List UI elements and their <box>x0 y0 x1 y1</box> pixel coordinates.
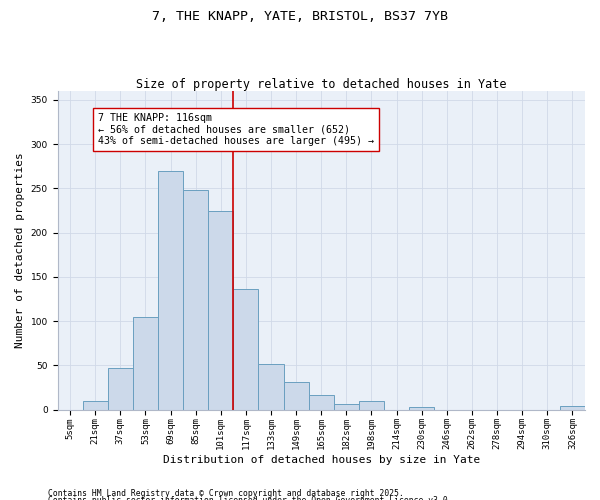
Bar <box>83 400 108 409</box>
Bar <box>183 190 208 410</box>
Bar <box>560 406 585 409</box>
Bar <box>208 212 233 410</box>
Bar <box>359 400 384 409</box>
Bar <box>158 170 183 410</box>
Y-axis label: Number of detached properties: Number of detached properties <box>15 152 25 348</box>
Text: Contains public sector information licensed under the Open Government Licence v3: Contains public sector information licen… <box>48 496 452 500</box>
Bar <box>409 407 434 410</box>
Bar <box>309 396 334 409</box>
Bar <box>259 364 284 410</box>
X-axis label: Distribution of detached houses by size in Yate: Distribution of detached houses by size … <box>163 455 480 465</box>
Bar <box>233 289 259 410</box>
Bar <box>133 316 158 410</box>
Text: 7, THE KNAPP, YATE, BRISTOL, BS37 7YB: 7, THE KNAPP, YATE, BRISTOL, BS37 7YB <box>152 10 448 23</box>
Bar <box>108 368 133 410</box>
Bar <box>334 404 359 409</box>
Text: 7 THE KNAPP: 116sqm
← 56% of detached houses are smaller (652)
43% of semi-detac: 7 THE KNAPP: 116sqm ← 56% of detached ho… <box>98 113 374 146</box>
Title: Size of property relative to detached houses in Yate: Size of property relative to detached ho… <box>136 78 506 91</box>
Text: Contains HM Land Registry data © Crown copyright and database right 2025.: Contains HM Land Registry data © Crown c… <box>48 488 404 498</box>
Bar <box>284 382 309 409</box>
